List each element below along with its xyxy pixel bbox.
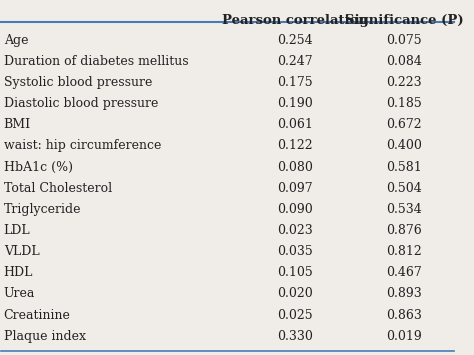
Text: 0.581: 0.581: [386, 160, 422, 174]
Text: 0.019: 0.019: [386, 330, 422, 343]
Text: 0.122: 0.122: [278, 140, 313, 152]
Text: 0.075: 0.075: [386, 34, 422, 47]
Text: 0.105: 0.105: [277, 266, 313, 279]
Text: 0.061: 0.061: [277, 118, 313, 131]
Text: 0.400: 0.400: [386, 140, 422, 152]
Text: 0.080: 0.080: [277, 160, 313, 174]
Text: 0.020: 0.020: [277, 288, 313, 300]
Text: Plaque index: Plaque index: [4, 330, 86, 343]
Text: 0.504: 0.504: [386, 182, 422, 195]
Text: 0.672: 0.672: [386, 118, 422, 131]
Text: 0.534: 0.534: [386, 203, 422, 216]
Text: 0.190: 0.190: [277, 97, 313, 110]
Text: Diastolic blood pressure: Diastolic blood pressure: [4, 97, 158, 110]
Text: VLDL: VLDL: [4, 245, 39, 258]
Text: 0.025: 0.025: [278, 308, 313, 322]
Text: 0.812: 0.812: [386, 245, 422, 258]
Text: Duration of diabetes mellitus: Duration of diabetes mellitus: [4, 55, 188, 68]
Text: 0.090: 0.090: [277, 203, 313, 216]
Text: HDL: HDL: [4, 266, 33, 279]
Text: 0.223: 0.223: [386, 76, 422, 89]
Text: 0.084: 0.084: [386, 55, 422, 68]
Text: 0.097: 0.097: [278, 182, 313, 195]
Text: 0.023: 0.023: [277, 224, 313, 237]
Text: 0.876: 0.876: [386, 224, 422, 237]
Text: 0.175: 0.175: [278, 76, 313, 89]
Text: 0.247: 0.247: [278, 55, 313, 68]
Text: waist: hip circumference: waist: hip circumference: [4, 140, 161, 152]
Text: 0.035: 0.035: [277, 245, 313, 258]
Text: HbA1c (%): HbA1c (%): [4, 160, 73, 174]
Text: Urea: Urea: [4, 288, 35, 300]
Text: Age: Age: [4, 34, 28, 47]
Text: BMI: BMI: [4, 118, 31, 131]
Text: 0.863: 0.863: [386, 308, 422, 322]
Text: 0.893: 0.893: [386, 288, 422, 300]
Text: 0.254: 0.254: [278, 34, 313, 47]
Text: Creatinine: Creatinine: [4, 308, 71, 322]
Text: Pearson correlation: Pearson correlation: [222, 14, 368, 27]
Text: 0.185: 0.185: [386, 97, 422, 110]
Text: Total Cholesterol: Total Cholesterol: [4, 182, 112, 195]
Text: Triglyceride: Triglyceride: [4, 203, 81, 216]
Text: LDL: LDL: [4, 224, 30, 237]
Text: Systolic blood pressure: Systolic blood pressure: [4, 76, 152, 89]
Text: 0.330: 0.330: [277, 330, 313, 343]
Text: 0.467: 0.467: [386, 266, 422, 279]
Text: Significance (P): Significance (P): [345, 14, 463, 27]
